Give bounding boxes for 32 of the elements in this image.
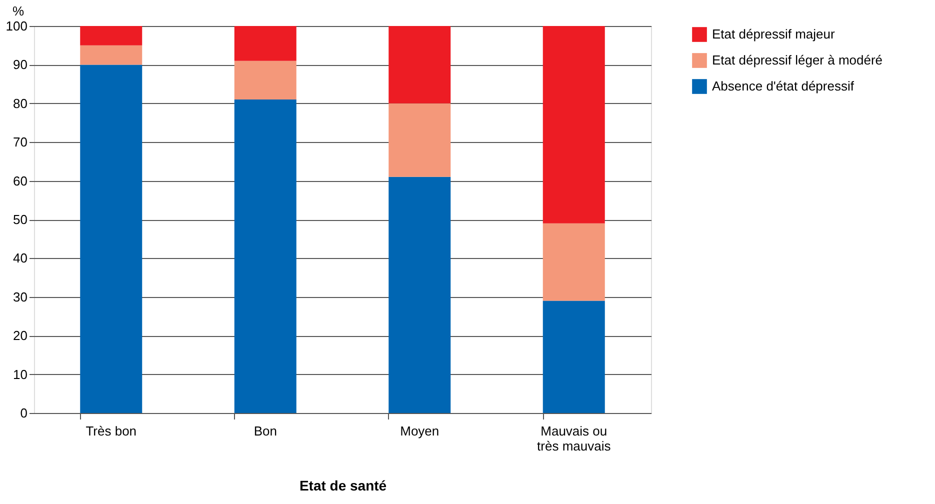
- x-tick-label: Mauvais ou très mauvais: [537, 424, 612, 454]
- y-tick-label: 50: [13, 212, 28, 227]
- y-tick-label: 40: [13, 250, 28, 266]
- y-tick-label: 60: [13, 173, 28, 188]
- bar: [80, 26, 142, 46]
- bar: [80, 64, 142, 413]
- bar: [234, 60, 296, 100]
- bar: [542, 300, 605, 413]
- y-axis-title: %: [12, 4, 24, 18]
- bar: [388, 26, 451, 104]
- legend-label: Etat dépressif léger à modéré: [712, 52, 883, 68]
- legend-label: Absence d'état dépressif: [712, 78, 854, 94]
- x-tick-label: Bon: [254, 424, 277, 438]
- y-tick-label: 30: [13, 289, 28, 304]
- bar: [542, 223, 605, 301]
- x-tick-label: Moyen: [400, 424, 440, 438]
- y-tick-label: 0: [20, 406, 28, 420]
- y-tick-label: 90: [13, 57, 28, 72]
- bar: [80, 45, 142, 65]
- bar: [234, 100, 296, 413]
- legend-label: Etat dépressif majeur: [712, 26, 836, 42]
- bar: [542, 26, 605, 224]
- bar: [388, 176, 451, 413]
- y-tick-label: 70: [13, 134, 28, 150]
- y-tick-label: 100: [6, 18, 28, 34]
- x-tick-label: Très bon: [86, 424, 137, 438]
- bar: [388, 103, 451, 177]
- y-tick-label: 20: [13, 328, 28, 344]
- bar: [234, 26, 296, 61]
- x-axis-title: Etat de santé: [299, 478, 387, 494]
- y-tick-label: 80: [13, 96, 28, 111]
- y-tick-label: 10: [13, 366, 28, 382]
